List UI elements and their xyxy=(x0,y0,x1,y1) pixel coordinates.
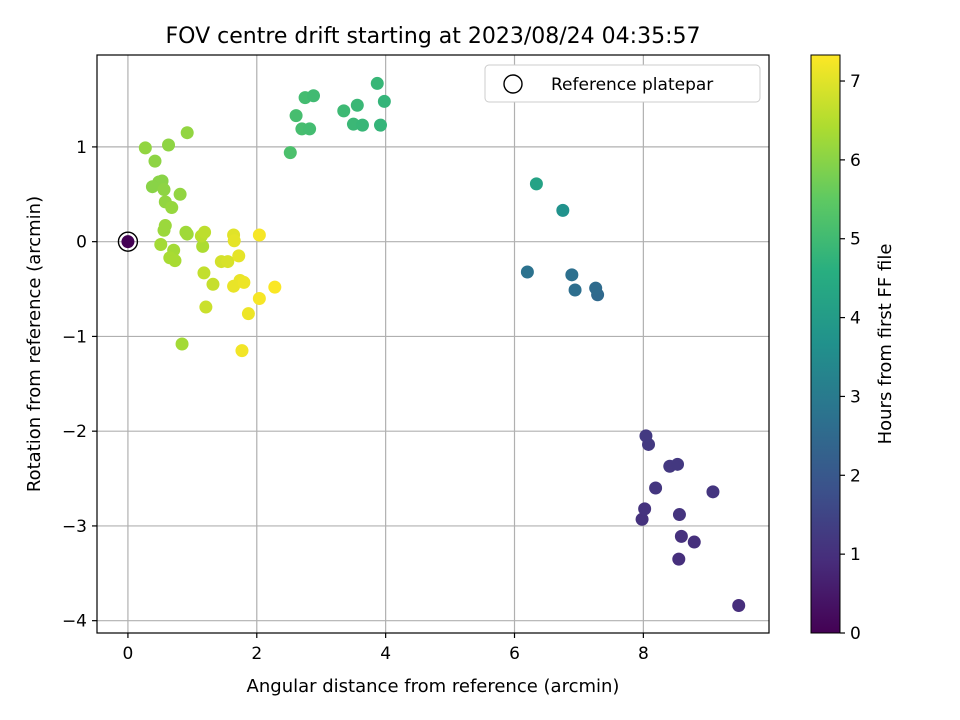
legend: Reference platepar xyxy=(484,64,761,103)
x-axis-ticks: 0 2 4 6 8 xyxy=(123,633,649,664)
data-point xyxy=(197,266,211,280)
data-point xyxy=(732,599,746,613)
x-tick-label: 4 xyxy=(380,644,391,664)
data-point xyxy=(373,118,387,132)
y-tick-label: −4 xyxy=(62,612,87,632)
data-point xyxy=(268,280,282,294)
colorbar-label: Hours from first FF file xyxy=(875,244,896,445)
data-point xyxy=(638,502,652,516)
data-point xyxy=(252,228,266,242)
data-point xyxy=(180,227,194,241)
data-point xyxy=(303,122,317,136)
data-point xyxy=(671,457,685,471)
colorbar-tick-label: 3 xyxy=(850,387,861,407)
y-tick-label: 0 xyxy=(76,233,87,253)
reference-marker-group xyxy=(117,231,139,252)
colorbar-tick-label: 1 xyxy=(850,545,861,565)
data-point xyxy=(175,337,189,351)
x-tick-label: 8 xyxy=(638,644,649,664)
y-axis-label: Rotation from reference (arcmin) xyxy=(24,196,45,492)
colorbar-tick-label: 2 xyxy=(850,466,861,486)
chart-title: FOV centre drift starting at 2023/08/24 … xyxy=(166,24,701,49)
data-point xyxy=(199,300,213,314)
colorbar xyxy=(810,54,841,634)
data-point xyxy=(649,481,663,495)
data-point xyxy=(687,535,701,549)
data-point xyxy=(221,255,235,269)
data-points xyxy=(121,76,746,613)
data-point xyxy=(196,239,210,253)
data-point xyxy=(165,201,179,215)
y-tick-label: 1 xyxy=(76,138,87,158)
data-point xyxy=(241,307,255,321)
data-point xyxy=(672,508,686,522)
data-point xyxy=(520,265,534,279)
legend-box xyxy=(484,64,761,103)
reference-platepar-marker xyxy=(117,231,139,252)
data-point xyxy=(162,138,176,152)
data-point xyxy=(168,254,182,268)
x-tick-label: 2 xyxy=(251,644,262,664)
colorbar-tick-label: 5 xyxy=(850,230,861,250)
data-point xyxy=(355,118,369,132)
data-point xyxy=(237,275,251,289)
x-tick-label: 0 xyxy=(123,644,134,664)
data-point xyxy=(283,146,297,160)
data-point xyxy=(589,281,603,295)
data-point xyxy=(529,177,543,191)
data-point xyxy=(157,183,171,197)
colorbar-tick-label: 0 xyxy=(850,624,861,644)
data-point xyxy=(235,344,249,358)
data-point xyxy=(565,268,579,282)
grid-lines xyxy=(97,55,769,633)
data-point xyxy=(198,225,212,239)
data-point xyxy=(370,76,384,90)
data-point xyxy=(674,529,688,543)
data-point xyxy=(154,238,168,252)
y-tick-label: −3 xyxy=(62,517,87,537)
y-axis-ticks: −4 −3 −2 −1 0 1 xyxy=(62,138,97,632)
data-point xyxy=(350,98,364,112)
data-point xyxy=(232,249,246,263)
x-axis-label: Angular distance from reference (arcmin) xyxy=(247,676,620,697)
data-point xyxy=(157,223,171,237)
y-tick-label: −2 xyxy=(62,422,87,442)
data-point xyxy=(306,89,320,103)
data-point xyxy=(337,104,351,118)
data-point xyxy=(635,512,649,526)
data-point xyxy=(206,277,220,291)
data-point xyxy=(227,234,241,248)
data-point xyxy=(173,187,187,201)
x-tick-label: 6 xyxy=(509,644,520,664)
data-point xyxy=(289,109,303,123)
data-point xyxy=(568,283,582,297)
colorbar-tick-label: 6 xyxy=(850,151,861,171)
legend-label-reference: Reference platepar xyxy=(551,75,713,95)
data-point xyxy=(706,485,720,499)
data-point xyxy=(145,180,159,194)
data-point xyxy=(377,94,391,108)
data-point xyxy=(639,429,653,443)
data-point xyxy=(252,292,266,306)
data-point xyxy=(148,154,162,168)
data-point xyxy=(138,141,152,155)
data-point xyxy=(180,126,194,140)
data-point xyxy=(121,235,135,249)
colorbar-ticks: 0 1 2 3 4 5 6 7 xyxy=(840,72,861,644)
data-point xyxy=(556,203,570,217)
colorbar-tick-label: 7 xyxy=(850,72,861,92)
colorbar-tick-label: 4 xyxy=(850,309,861,329)
y-tick-label: −1 xyxy=(62,327,87,347)
legend-marker-reference xyxy=(503,74,523,94)
plot-frame xyxy=(96,54,770,634)
data-point xyxy=(672,552,686,566)
